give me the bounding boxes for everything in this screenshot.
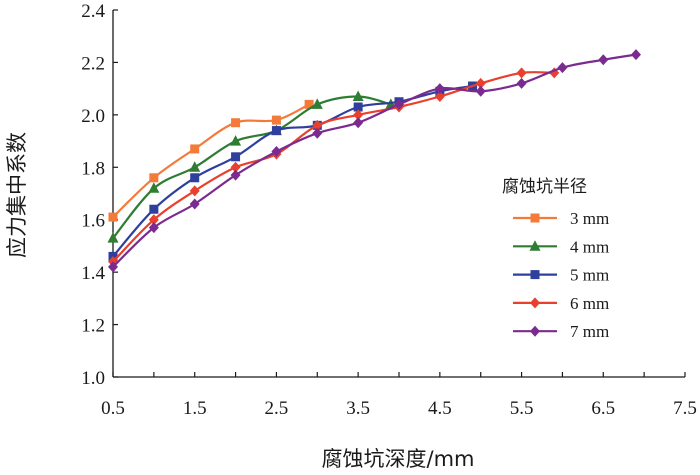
series-3mm bbox=[108, 99, 314, 222]
legend-label-7mm: 7 mm bbox=[570, 322, 609, 341]
legend-marker-7mm bbox=[530, 325, 540, 337]
legend-item-6mm: 6 mm bbox=[513, 294, 609, 313]
series-line-7mm bbox=[112, 53, 637, 268]
data-point-5mm bbox=[353, 102, 363, 112]
y-tick-label: 2.0 bbox=[81, 106, 105, 127]
legend-marker-4mm bbox=[529, 240, 541, 251]
data-point-7mm bbox=[271, 146, 282, 158]
data-point-3mm bbox=[149, 173, 159, 183]
legend-marker-3mm bbox=[530, 213, 540, 223]
legend: 3 mm 4 mm 5 mm 6 mm 7 mm bbox=[513, 209, 609, 341]
data-point-6mm bbox=[434, 91, 445, 103]
legend-item-7mm: 7 mm bbox=[513, 322, 609, 341]
data-point-6mm bbox=[230, 161, 241, 173]
series-6mm bbox=[108, 67, 560, 268]
data-point-6mm bbox=[516, 67, 527, 79]
legend-item-3mm: 3 mm bbox=[513, 209, 609, 228]
data-point-7mm bbox=[598, 54, 609, 66]
y-tick-label: 1.2 bbox=[81, 316, 105, 337]
data-point-6mm bbox=[475, 77, 486, 89]
data-point-7mm bbox=[557, 62, 568, 74]
data-point-7mm bbox=[475, 85, 486, 97]
data-point-4mm bbox=[189, 161, 201, 172]
data-point-3mm bbox=[108, 212, 118, 222]
data-point-7mm bbox=[353, 117, 364, 129]
legend-title: 腐蚀坑半径 bbox=[502, 177, 587, 197]
x-tick-label: 6.5 bbox=[591, 398, 615, 419]
series-7mm bbox=[108, 49, 641, 273]
y-axis-title: 应力集中系数 bbox=[5, 132, 29, 258]
legend-label-6mm: 6 mm bbox=[570, 294, 609, 313]
data-point-6mm bbox=[189, 185, 200, 197]
data-point-7mm bbox=[434, 83, 445, 95]
y-tick-label: 1.4 bbox=[81, 263, 105, 284]
data-point-5mm bbox=[149, 204, 159, 214]
data-point-3mm bbox=[231, 118, 241, 128]
data-point-6mm bbox=[312, 119, 323, 131]
x-tick-label: 0.5 bbox=[101, 398, 125, 419]
legend-label-5mm: 5 mm bbox=[570, 266, 609, 285]
x-tick-label: 5.5 bbox=[510, 398, 534, 419]
data-point-6mm bbox=[148, 214, 159, 226]
legend-item-5mm: 5 mm bbox=[513, 266, 609, 285]
data-point-5mm bbox=[231, 152, 241, 162]
data-point-4mm bbox=[107, 232, 119, 243]
series-line-6mm bbox=[112, 71, 555, 263]
data-point-3mm bbox=[271, 115, 281, 125]
x-tick-label: 4.5 bbox=[428, 398, 452, 419]
x-tick-label: 3.5 bbox=[346, 398, 370, 419]
data-point-7mm bbox=[230, 169, 241, 181]
y-tick-label: 1.6 bbox=[81, 211, 105, 232]
series-line-5mm bbox=[112, 84, 473, 258]
data-point-5mm bbox=[271, 126, 281, 136]
data-point-7mm bbox=[312, 127, 323, 139]
x-tick-label: 2.5 bbox=[265, 398, 289, 419]
data-point-3mm bbox=[190, 144, 200, 154]
data-point-5mm bbox=[190, 173, 200, 183]
data-point-4mm bbox=[352, 90, 364, 102]
data-point-7mm bbox=[630, 49, 641, 61]
legend-label-3mm: 3 mm bbox=[570, 209, 609, 228]
data-point-7mm bbox=[516, 77, 527, 89]
data-point-4mm bbox=[311, 98, 323, 109]
x-axis-title: 腐蚀坑深度/mm bbox=[322, 447, 475, 471]
data-point-3mm bbox=[304, 99, 314, 109]
legend-marker-5mm bbox=[530, 270, 540, 280]
data-point-7mm bbox=[394, 98, 404, 110]
y-tick-label: 1.8 bbox=[81, 158, 105, 179]
data-point-4mm bbox=[148, 182, 160, 193]
x-tick-label: 7.5 bbox=[673, 398, 697, 419]
legend-marker-6mm bbox=[530, 297, 540, 309]
y-tick-label: 1.0 bbox=[81, 368, 105, 389]
data-point-7mm bbox=[108, 261, 118, 273]
series-layer bbox=[107, 49, 641, 273]
legend-label-4mm: 4 mm bbox=[570, 237, 609, 256]
data-point-6mm bbox=[353, 109, 364, 121]
data-point-7mm bbox=[189, 198, 200, 210]
x-tick-label: 1.5 bbox=[183, 398, 207, 419]
legend-item-4mm: 4 mm bbox=[513, 237, 609, 256]
y-tick-label: 2.2 bbox=[81, 53, 105, 74]
data-point-7mm bbox=[148, 222, 159, 234]
y-tick-label: 2.4 bbox=[81, 1, 105, 22]
data-point-4mm bbox=[230, 135, 242, 146]
axes: 1.0 1.2 1.4 1.6 1.8 2.0 2.2 2.4 0.5 1.5 2.5 3.5 4.5 5… bbox=[81, 1, 697, 419]
